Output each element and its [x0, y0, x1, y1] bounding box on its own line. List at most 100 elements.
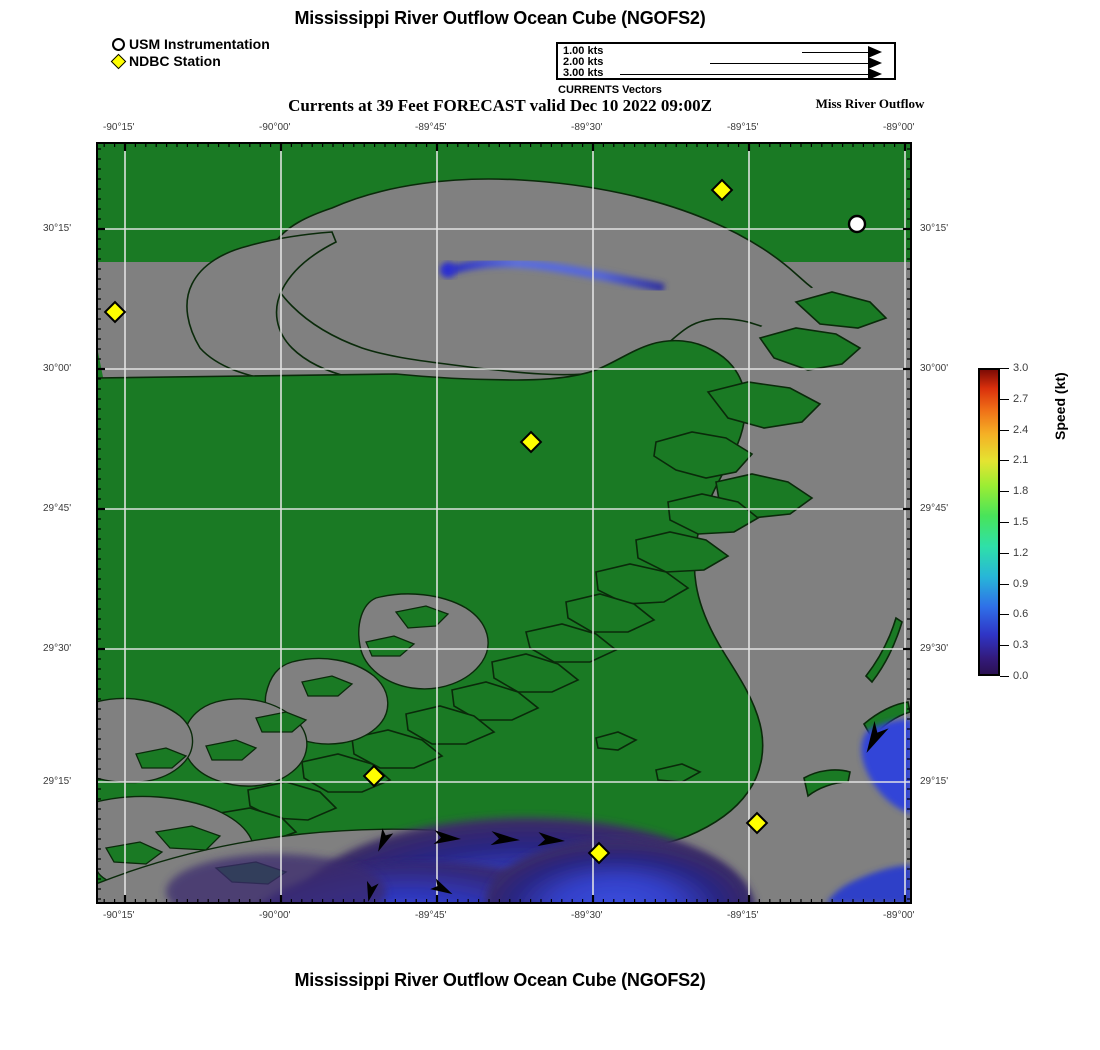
y-tick-label: 30°15' [43, 223, 72, 234]
vector-scale-row-1: 1.00 kts [558, 45, 894, 58]
current-vector-arrows [366, 720, 889, 902]
map-frame-border [96, 142, 912, 904]
colorbar-title: Speed (kt) [1052, 372, 1068, 440]
vector-scale-row-2: 2.00 kts [558, 56, 894, 69]
colorbar-tick-label: 2.1 [1013, 454, 1029, 467]
colorbar-tick-label: 2.4 [1013, 423, 1029, 436]
forecast-subtitle: Currents at 39 Feet FORECAST valid Dec 1… [288, 96, 712, 115]
colorbar-tick [1000, 368, 1009, 369]
marker-legend: USM Instrumentation NDBC Station [110, 36, 270, 70]
speed-plume-far-west [166, 854, 386, 904]
colorbar-gradient [978, 368, 1000, 676]
colorbar-tick [1000, 583, 1009, 585]
colorbar-tick [1000, 491, 1009, 493]
current-arrow [378, 828, 394, 852]
station-markers [103, 178, 867, 865]
y-tick-label-right: 29°30' [920, 643, 949, 654]
x-tick-label: -89°15' [727, 122, 759, 133]
x-tick-label: -90°15' [103, 122, 135, 133]
x-tick-label-bottom: -90°00' [259, 910, 291, 921]
map-canvas [96, 142, 912, 904]
x-tick-label: -89°00' [883, 122, 915, 133]
colorbar-tick [1000, 645, 1009, 647]
speed-colorbar: 0.0 0.3 0.6 0.9 1.2 1.5 1.8 2.1 2.4 2.7 3.0 [978, 362, 1028, 682]
page-title-top: Mississippi River Outflow Ocean Cube (NG… [294, 8, 706, 28]
colorbar-tick [1000, 552, 1009, 554]
current-speed-field [166, 258, 912, 904]
vector-shaft-2 [710, 63, 870, 64]
vector-scale-label-1: 1.00 kts [563, 45, 604, 57]
legend-item-ndbc: NDBC Station [110, 53, 270, 70]
colorbar-tick-label: 1.8 [1013, 485, 1029, 498]
x-tick-label: -89°45' [415, 122, 447, 133]
speed-river-head [440, 262, 456, 278]
speed-plume-east [486, 840, 746, 904]
colorbar-tick [1000, 676, 1009, 677]
current-arrow [490, 831, 520, 846]
ndbc-station-marker [587, 841, 611, 865]
usm-instrumentation-marker [847, 214, 867, 234]
legend-label-usm: USM Instrumentation [129, 36, 270, 52]
x-tick-label-bottom: -89°30' [571, 910, 603, 921]
vector-arrowhead-2 [868, 57, 882, 69]
page-title-bottom: Mississippi River Outflow Ocean Cube (NG… [294, 970, 706, 990]
vector-shaft-1 [802, 52, 870, 53]
region-subtitle: Miss River Outflow [815, 96, 925, 111]
colorbar-tick [1000, 522, 1009, 523]
x-tick-label-bottom: -89°45' [415, 910, 447, 921]
speed-plume-se-corner [826, 865, 912, 904]
map-gridlines [96, 142, 912, 904]
legend-item-usm: USM Instrumentation [110, 36, 270, 53]
y-tick-label: 29°30' [43, 643, 72, 654]
current-arrow [366, 880, 379, 902]
ndbc-station-marker [519, 430, 543, 454]
colorbar-tick-label: 0.6 [1013, 608, 1029, 621]
colorbar-tick-label: 0.3 [1013, 639, 1029, 652]
colorbar-tick-label: 1.2 [1013, 546, 1029, 559]
x-tick-label-bottom: -90°15' [103, 910, 135, 921]
map-panel[interactable]: -90°15' -90°00' -89°45' -89°30' -89°15' … [43, 122, 948, 921]
vector-scale-row-3: 3.00 kts [558, 67, 894, 80]
current-arrow [866, 720, 889, 753]
x-tick-label-bottom: -89°00' [883, 910, 915, 921]
marsh-fragments [213, 291, 911, 843]
x-tick-label-bottom: -89°15' [727, 910, 759, 921]
current-arrow [433, 830, 461, 845]
x-tick-label: -90°00' [259, 122, 291, 133]
speed-river-channel [450, 258, 665, 293]
current-arrow [537, 832, 565, 847]
y-tick-label: 29°45' [43, 503, 72, 514]
x-tick-label: -89°30' [571, 122, 603, 133]
ndbc-station-marker [745, 811, 769, 835]
diamond-marker-icon [110, 53, 127, 70]
vector-legend-caption: CURRENTS Vectors [558, 84, 662, 96]
y-tick-label-right: 29°45' [920, 503, 949, 514]
colorbar-tick [1000, 398, 1009, 400]
vector-arrowhead-1 [868, 46, 882, 58]
colorbar-tick [1000, 614, 1009, 616]
colorbar-tick [1000, 460, 1009, 462]
current-arrow [430, 878, 453, 895]
y-tick-label-right: 30°00' [920, 363, 949, 374]
circle-marker-icon [110, 38, 127, 51]
y-tick-label: 30°00' [43, 363, 72, 374]
colorbar-tick-label: 1.5 [1013, 516, 1029, 528]
colorbar-tick [1000, 429, 1009, 431]
legend-label-ndbc: NDBC Station [129, 53, 221, 69]
y-tick-label: 29°15' [43, 776, 72, 787]
colorbar-tick-label: 0.9 [1013, 577, 1029, 590]
y-tick-label-right: 29°15' [920, 776, 949, 787]
colorbar-tick-label: 0.0 [1013, 670, 1029, 682]
map-tick-marks [96, 142, 912, 904]
ndbc-station-marker [710, 178, 734, 202]
ndbc-station-marker [103, 300, 127, 324]
vector-shaft-3 [620, 74, 870, 75]
colorbar-tick-label: 3.0 [1013, 362, 1029, 374]
y-tick-label-right: 30°15' [920, 223, 949, 234]
vector-scale-label-3: 3.00 kts [563, 67, 604, 79]
colorbar-tick-label: 2.7 [1013, 392, 1029, 405]
vector-arrowhead-3 [868, 68, 882, 80]
ndbc-station-marker [362, 764, 386, 788]
vector-scale-legend: 1.00 kts 2.00 kts 3.00 kts [556, 42, 896, 80]
vector-scale-label-2: 2.00 kts [563, 56, 604, 68]
